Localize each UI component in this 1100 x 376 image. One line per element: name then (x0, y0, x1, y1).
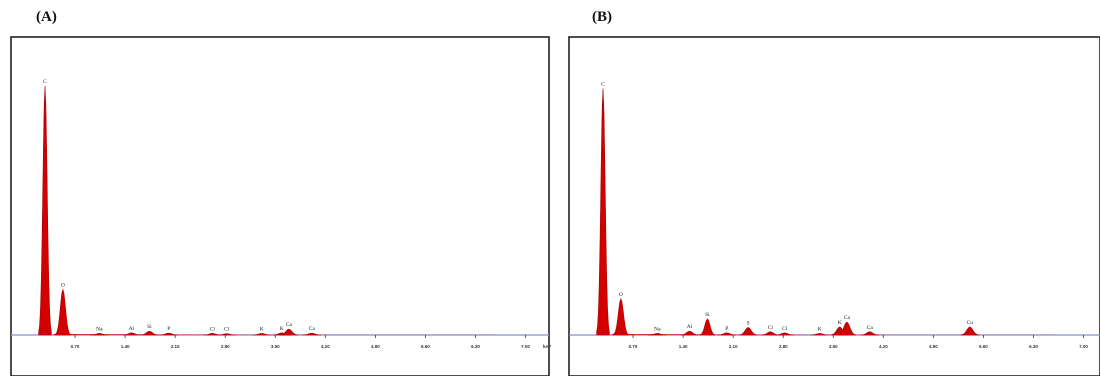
peak-label-cl: Cl (210, 326, 216, 332)
peak-c (38, 85, 52, 336)
peak-s (738, 327, 758, 336)
peak-label-p: P (167, 326, 170, 332)
peak-al (122, 332, 141, 336)
x-tick-label: 7.00 (521, 344, 530, 349)
peak-c (596, 88, 610, 336)
x-tick-label: 3.50 (829, 344, 838, 349)
peak-label-c: C (601, 81, 605, 87)
peak-label-ca: Ca (286, 322, 293, 328)
peak-label-k: K (838, 320, 842, 326)
plot-frame (10, 36, 550, 376)
x-unit-label: keV (543, 344, 551, 349)
peak-label-cl: Cl (782, 326, 788, 332)
x-tick-label: 4.20 (321, 344, 330, 349)
x-tick-label: 0.70 (71, 344, 80, 349)
peak-label-ca: Ca (867, 325, 874, 331)
x-tick-label: 1.40 (679, 344, 688, 349)
peak-label-al: Al (129, 326, 135, 332)
peak-na (90, 333, 109, 336)
peak-label-c: C (43, 79, 47, 85)
x-tick-label: 2.10 (729, 344, 738, 349)
peak-label-cl: Cl (768, 325, 774, 331)
panel-a-label: (A) (36, 9, 57, 25)
peak-cl (217, 333, 236, 336)
peak-label-k: K (260, 326, 264, 332)
peak-al (680, 330, 699, 336)
x-tick-label: 2.80 (221, 344, 230, 349)
peak-label-ca: Ca (844, 315, 851, 321)
peak-k (252, 333, 271, 336)
peak-label-na: Na (96, 326, 103, 332)
peak-cl (775, 332, 794, 336)
peak-label-o: O (61, 282, 65, 288)
x-tick-label: 2.80 (779, 344, 788, 349)
peak-k (810, 333, 829, 336)
peak-label-al: Al (687, 324, 693, 330)
peak-p (159, 332, 179, 336)
peak-cl (761, 331, 780, 336)
peak-label-si: Si (147, 324, 152, 330)
plot-frame (568, 36, 1100, 376)
peak-si (140, 330, 159, 336)
x-tick-label: 5.60 (979, 344, 988, 349)
peak-label-si: Si (705, 312, 710, 318)
x-tick-label: 1.40 (121, 344, 130, 349)
x-tick-label: 6.30 (471, 344, 480, 349)
peak-p (717, 332, 737, 336)
peak-label-na: Na (654, 326, 661, 332)
peak-label-k: K (818, 326, 822, 332)
peak-label-ca: Ca (309, 326, 316, 332)
peak-label-k: K (280, 326, 284, 332)
peak-cu (960, 326, 980, 336)
x-tick-label: 3.50 (271, 344, 280, 349)
peak-si (699, 318, 716, 336)
peak-o (612, 297, 629, 336)
x-tick-label: 0.70 (629, 344, 638, 349)
x-tick-label: 2.10 (171, 344, 180, 349)
peak-label-cl: Cl (224, 327, 230, 333)
peak-label-s: S (747, 320, 750, 326)
x-tick-label: 5.60 (421, 344, 430, 349)
panel-b-label: (B) (592, 9, 612, 25)
peak-label-p: P (725, 326, 728, 332)
peak-label-cu: Cu (967, 320, 974, 326)
x-tick-label: 4.90 (371, 344, 380, 349)
peak-ca (302, 332, 322, 336)
x-tick-label: 4.20 (879, 344, 888, 349)
peak-label-o: O (619, 292, 623, 298)
x-tick-label: 6.30 (1029, 344, 1038, 349)
x-tick-label: 4.90 (929, 344, 938, 349)
peak-ca (837, 321, 857, 336)
peak-na (648, 333, 667, 336)
peak-ca (860, 331, 880, 336)
x-tick-label: 7.00 (1079, 344, 1088, 349)
peak-ca (279, 328, 299, 336)
peak-o (54, 288, 71, 336)
